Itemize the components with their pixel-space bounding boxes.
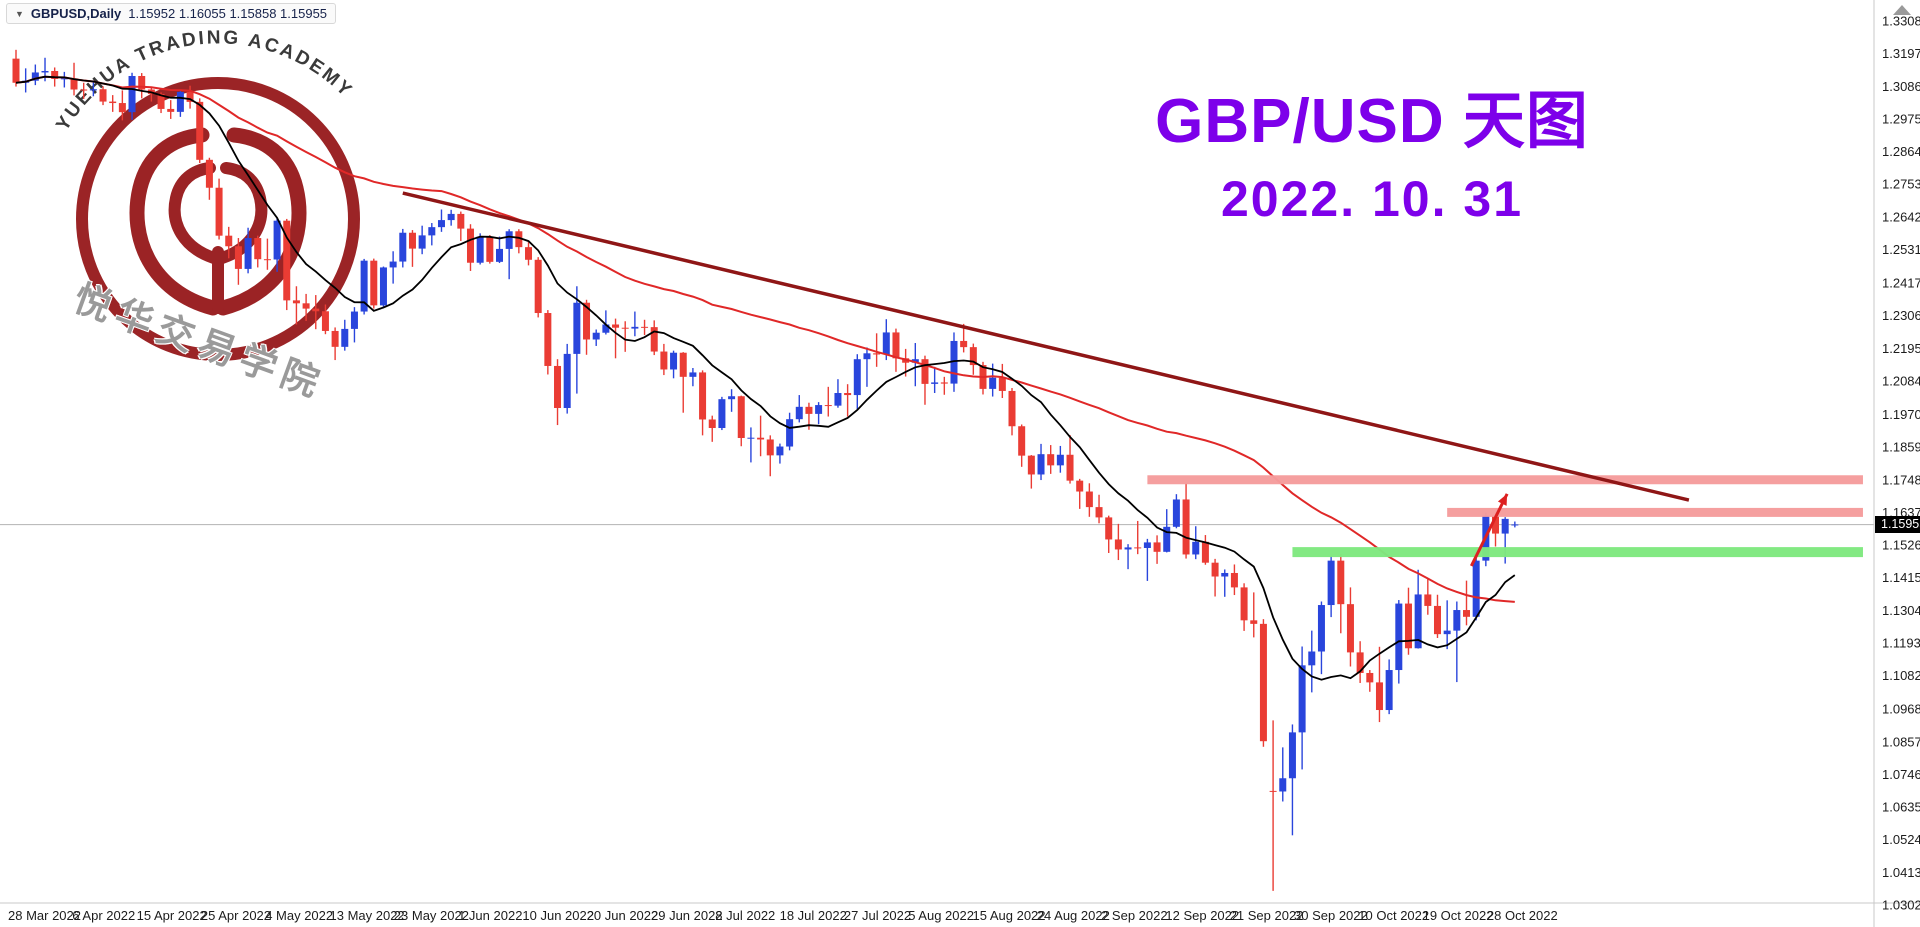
price-axis-label: 1.31970 <box>1882 46 1920 61</box>
date-axis-label: 10 Jun 2022 <box>522 908 594 923</box>
chart-title: GBP/USD 天图 2022. 10. 31 <box>1155 70 1589 228</box>
date-axis-label: 23 May 2022 <box>394 908 469 923</box>
price-axis-label: 1.10820 <box>1882 668 1920 683</box>
chart-title-line2: 2022. 10. 31 <box>1220 171 1524 227</box>
date-axis-label: 5 Aug 2022 <box>908 908 974 923</box>
price-axis-label: 1.26420 <box>1882 209 1920 224</box>
price-axis-label: 1.18590 <box>1882 440 1920 455</box>
price-axis-label: 1.19700 <box>1882 407 1920 422</box>
price-axis-label: 1.33080 <box>1882 14 1920 29</box>
logo-horns-emblem <box>129 127 307 316</box>
academy-logo-watermark: YUEHUA TRADING ACADEMY <box>52 27 360 361</box>
date-axis-label: 25 Apr 2022 <box>201 908 271 923</box>
date-axis-label: 29 Jun 2022 <box>651 908 723 923</box>
date-axis-label: 13 May 2022 <box>330 908 405 923</box>
date-axis-label: 6 Apr 2022 <box>72 908 135 923</box>
date-axis-label: 12 Sep 2022 <box>1165 908 1239 923</box>
price-axis-label: 1.13040 <box>1882 603 1920 618</box>
current-price-tag: 1.15955 <box>1875 516 1920 534</box>
symbol-timeframe-label: GBPUSD,Daily <box>30 6 122 21</box>
price-axis-label: 1.27530 <box>1882 177 1920 192</box>
price-axis-label: 1.23060 <box>1882 308 1920 323</box>
descending-trendline[interactable] <box>402 191 1690 502</box>
one-click-expander-icon[interactable]: ▼ <box>15 8 24 19</box>
price-axis-label: 1.09680 <box>1882 702 1920 717</box>
date-axis-label: 4 May 2022 <box>265 908 333 923</box>
resistance-zone-upper[interactable] <box>1147 475 1863 485</box>
chart-shift-marker[interactable] <box>1893 5 1911 15</box>
price-axis-label: 1.24170 <box>1882 276 1920 291</box>
price-axis-label: 1.15260 <box>1882 538 1920 553</box>
price-axis-label: 1.21950 <box>1882 341 1920 356</box>
logo-ring <box>76 77 360 361</box>
ohlc-values: 1.15952 1.16055 1.15858 1.15955 <box>128 6 328 21</box>
resistance-zone-lower[interactable] <box>1447 507 1863 517</box>
date-axis-label: 20 Jun 2022 <box>587 908 659 923</box>
date-axis-label: 30 Sep 2022 <box>1294 908 1368 923</box>
date-axis-label: 28 Mar 2022 <box>8 908 81 923</box>
date-axis-label: 15 Apr 2022 <box>137 908 207 923</box>
price-axis[interactable]: 1.33080 1.31970 1.30860 1.29750 1.28640 1.275… <box>1882 14 1920 913</box>
price-axis-label: 1.25310 <box>1882 242 1920 257</box>
price-axis-label: 1.20840 <box>1882 373 1920 388</box>
candles-layer <box>12 49 1519 891</box>
price-axis-label: 1.05240 <box>1882 832 1920 847</box>
ma-fast-line <box>15 75 1516 681</box>
date-axis-label: 24 Aug 2022 <box>1037 908 1110 923</box>
chart-title-line1: GBP/USD 天图 <box>1155 87 1589 156</box>
price-axis-label: 1.29750 <box>1882 111 1920 126</box>
breakout-arrow-line[interactable] <box>1469 493 1509 567</box>
price-axis-label: 1.03020 <box>1882 898 1920 913</box>
price-axis-label: 1.06350 <box>1882 800 1920 815</box>
date-axis-label: 8 Jul 2022 <box>715 908 775 923</box>
symbol-bar[interactable]: ▼ GBPUSD,Daily 1.15952 1.16055 1.15858 1… <box>6 3 337 24</box>
date-axis-label: 27 Jul 2022 <box>844 908 911 923</box>
price-axis-label: 1.11930 <box>1882 635 1920 650</box>
date-axis-label: 1 Jun 2022 <box>458 908 522 923</box>
price-axis-label: 1.07460 <box>1882 767 1920 782</box>
price-axis-label: 1.17480 <box>1882 472 1920 487</box>
price-axis-label: 1.30860 <box>1882 79 1920 94</box>
date-axis-label: 18 Jul 2022 <box>780 908 847 923</box>
breakout-arrow-head <box>1497 493 1508 506</box>
price-axis-label: 1.04130 <box>1882 865 1920 880</box>
date-axis-label: 2 Sep 2022 <box>1101 908 1168 923</box>
date-axis-label: 15 Aug 2022 <box>973 908 1046 923</box>
price-axis-label: 1.14150 <box>1882 570 1920 585</box>
price-axis-label: 1.28640 <box>1882 144 1920 159</box>
date-axis-label: 28 Oct 2022 <box>1487 908 1558 923</box>
price-axis-label: 1.08570 <box>1882 734 1920 749</box>
ma-slow-line <box>15 75 1515 603</box>
support-zone[interactable] <box>1292 547 1863 558</box>
date-axis-label: 10 Oct 2022 <box>1358 908 1429 923</box>
date-axis-label: 19 Oct 2022 <box>1423 908 1494 923</box>
date-axis-label: 21 Sep 2022 <box>1230 908 1304 923</box>
